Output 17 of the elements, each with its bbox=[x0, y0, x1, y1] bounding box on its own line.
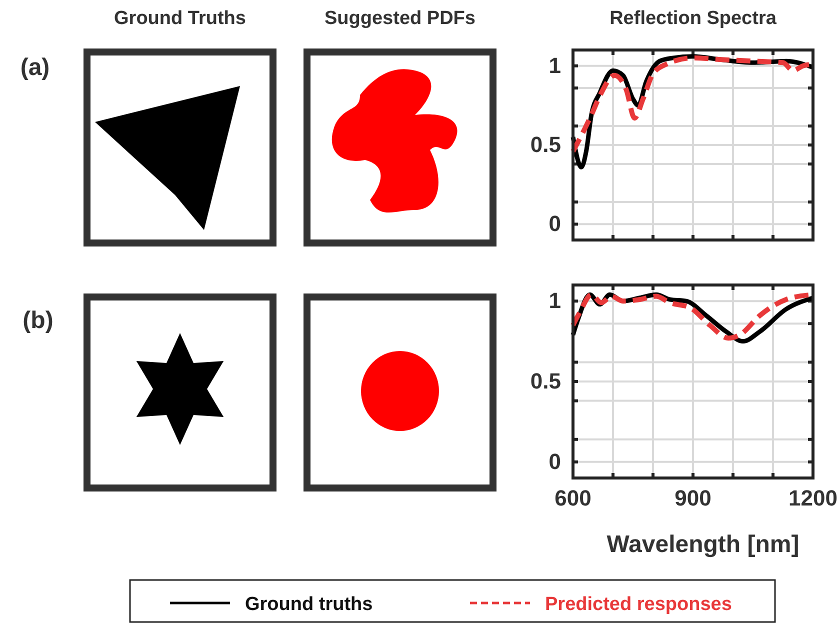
x-tick-label: 900 bbox=[674, 486, 712, 511]
legend-label: Ground truths bbox=[245, 594, 373, 615]
text: (b) bbox=[22, 307, 54, 334]
chart-title: Reflection Spectra bbox=[610, 8, 777, 29]
y-tick-label: 1 bbox=[548, 52, 561, 78]
y-tick-label: 1 bbox=[548, 288, 561, 314]
y-tick-label: 0 bbox=[548, 211, 561, 236]
y-tick-label: 0 bbox=[548, 448, 561, 474]
y-tick-label: 0.5 bbox=[530, 368, 561, 394]
x-axis-title: Wavelength [nm] bbox=[606, 531, 800, 558]
text: Suggested PDFs bbox=[324, 8, 476, 29]
legend-label: Predicted responses bbox=[545, 594, 732, 615]
y-tick-label: 0.5 bbox=[530, 132, 561, 158]
text: Ground Truths bbox=[114, 8, 246, 29]
x-tick-label: 600 bbox=[554, 486, 592, 511]
text: (a) bbox=[20, 54, 50, 81]
x-tick-label: 1200 bbox=[788, 486, 838, 511]
